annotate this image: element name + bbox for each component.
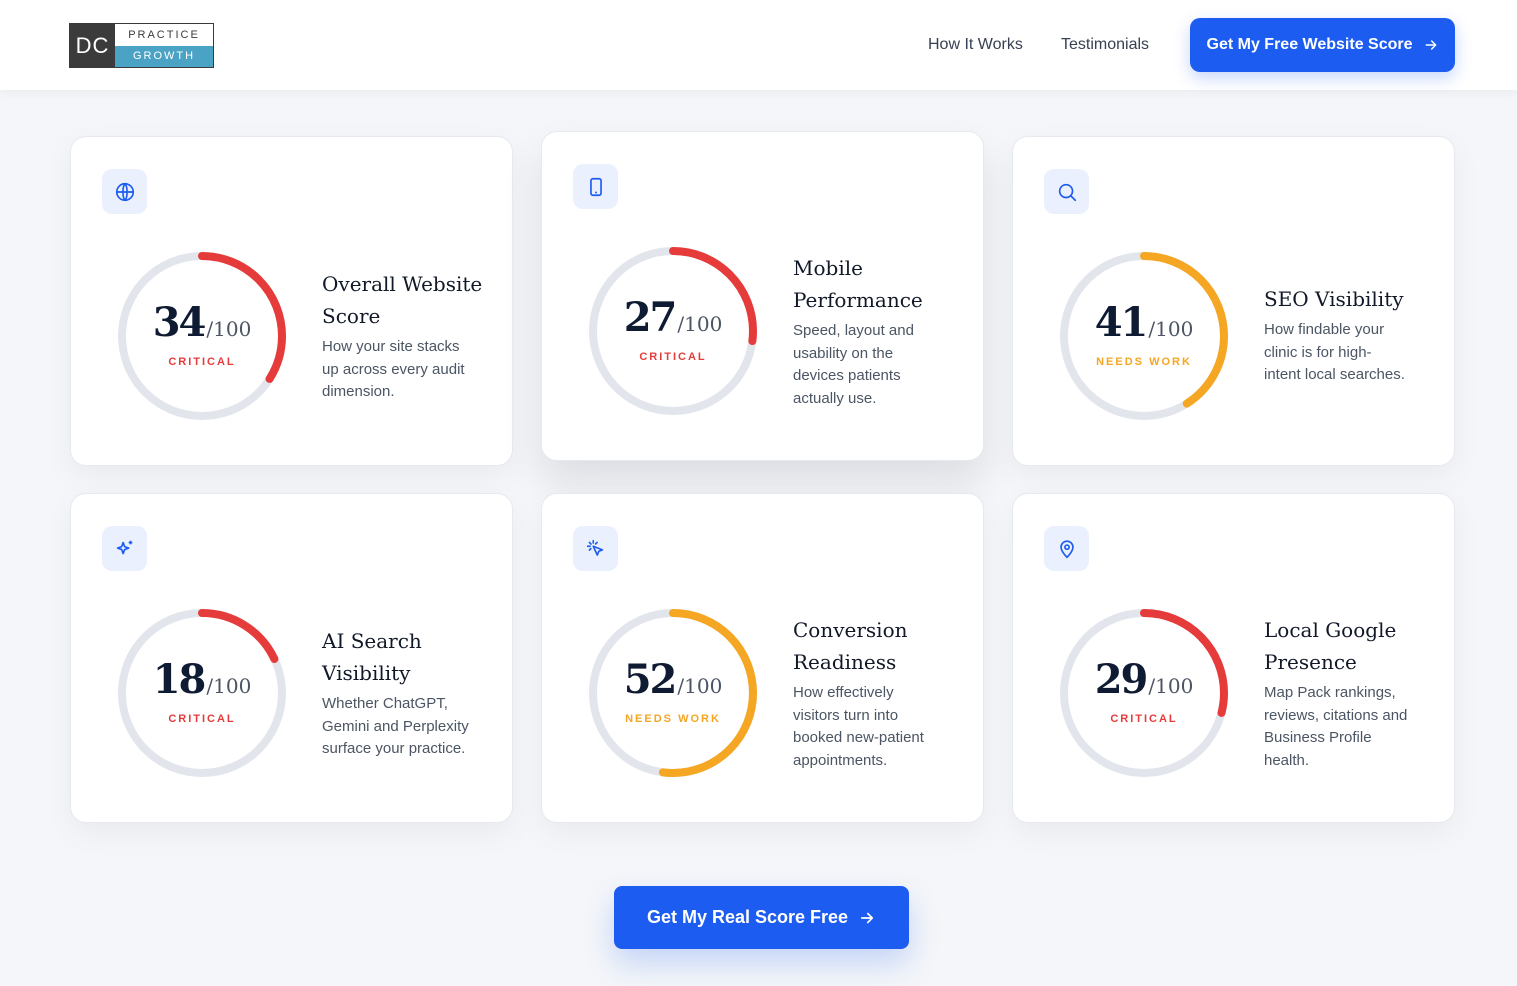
score-max: /100 xyxy=(1148,673,1194,698)
score-arc xyxy=(1060,252,1228,420)
card-title-line-2: Presence xyxy=(1264,650,1357,674)
card-description: How findable your clinic is for high-inte… xyxy=(1264,321,1405,383)
card-text: Local Google Presence Map Pack rankings,… xyxy=(1264,614,1434,772)
nav-testimonials[interactable]: Testimonials xyxy=(1061,36,1150,53)
card-description: Whether ChatGPT, Gemini and Perplexity sur… xyxy=(322,695,469,757)
score-arc xyxy=(118,609,286,777)
card-title-line-1: Local Google xyxy=(1264,618,1397,642)
score-value: 29 xyxy=(1094,655,1149,703)
card-text: AI Search Visibility Whether ChatGPT, Gem… xyxy=(322,625,492,761)
score-card-conversion: 52/100 NEEDS WORK Conversion Readiness H… xyxy=(541,493,984,823)
score-max: /100 xyxy=(677,311,723,336)
mobile-icon xyxy=(573,164,618,209)
score-max: /100 xyxy=(677,673,723,698)
site-header: DC PRACTICE GROWTH How It Works Testimon… xyxy=(0,0,1517,90)
map-pin-icon xyxy=(1044,526,1089,571)
card-title-line-2: Visibility xyxy=(322,661,411,685)
sparkles-icon xyxy=(102,526,147,571)
search-icon xyxy=(1044,169,1089,214)
score-arc xyxy=(118,252,286,420)
score-value: 27 xyxy=(623,293,678,341)
score-card-overall: 34/100 CRITICAL Overall Website Score Ho… xyxy=(70,136,513,466)
status-label: NEEDS WORK xyxy=(1096,355,1192,368)
score-ring: 41/100 NEEDS WORK xyxy=(1056,248,1232,424)
card-title-line-1: AI Search xyxy=(322,629,422,653)
score-value: 41 xyxy=(1094,298,1149,346)
card-text: Conversion Readiness How effectively visi… xyxy=(793,614,963,772)
arrow-right-icon xyxy=(860,912,874,923)
card-text: Mobile Performance Speed, layout and usab… xyxy=(793,252,963,410)
card-title-line-1: Mobile xyxy=(793,256,863,280)
get-real-score-button[interactable]: Get My Real Score Free xyxy=(614,886,909,949)
logo-top-text: PRACTICE xyxy=(115,24,213,46)
logo-mark: DC xyxy=(70,24,115,67)
card-title-line-2: Score xyxy=(322,304,381,328)
score-ring: 34/100 CRITICAL xyxy=(114,248,290,424)
score-card-ai-search: 18/100 CRITICAL AI Search Visibility Whe… xyxy=(70,493,513,823)
score-card-mobile: 27/100 CRITICAL Mobile Performance Speed… xyxy=(541,131,984,461)
logo[interactable]: DC PRACTICE GROWTH xyxy=(69,23,214,68)
status-label: CRITICAL xyxy=(639,350,707,363)
logo-wordmark: PRACTICE GROWTH xyxy=(115,24,213,67)
card-description: How your site stacks up across every audi… xyxy=(322,338,465,400)
score-ring: 27/100 CRITICAL xyxy=(585,243,761,419)
score-max: /100 xyxy=(1148,316,1194,341)
status-label: CRITICAL xyxy=(168,355,236,368)
score-card-seo: 41/100 NEEDS WORK SEO Visibility How fin… xyxy=(1012,136,1455,466)
score-card-local-google: 29/100 CRITICAL Local Google Presence Ma… xyxy=(1012,493,1455,823)
card-title-line-1: Overall Website xyxy=(322,272,483,296)
get-free-score-label: Get My Free Website Score xyxy=(1206,36,1413,53)
cursor-click-icon xyxy=(573,526,618,571)
card-title-line-1: Conversion xyxy=(793,618,908,642)
nav-how-it-works[interactable]: How It Works xyxy=(928,36,1023,53)
card-title-line-2: Readiness xyxy=(793,650,897,674)
score-max: /100 xyxy=(206,316,252,341)
score-value: 34 xyxy=(152,298,207,346)
logo-bottom-text: GROWTH xyxy=(115,45,213,67)
score-ring: 29/100 CRITICAL xyxy=(1056,605,1232,781)
card-title-line-2: Performance xyxy=(793,288,923,312)
card-text: Overall Website Score How your site stac… xyxy=(322,268,492,404)
get-real-score-label: Get My Real Score Free xyxy=(646,907,849,927)
card-description: How effectively visitors turn into booked … xyxy=(793,684,924,769)
score-max: /100 xyxy=(206,673,252,698)
card-text: SEO Visibility How findable your clinic i… xyxy=(1264,283,1434,387)
status-label: CRITICAL xyxy=(168,712,236,725)
get-free-score-button[interactable]: Get My Free Website Score xyxy=(1190,18,1455,72)
arrow-right-icon xyxy=(1425,40,1436,50)
globe-icon xyxy=(102,169,147,214)
score-value: 52 xyxy=(623,655,678,703)
score-ring: 52/100 NEEDS WORK xyxy=(585,605,761,781)
card-description: Speed, layout and usability on the devices… xyxy=(793,322,914,407)
status-label: NEEDS WORK xyxy=(625,712,721,725)
status-label: CRITICAL xyxy=(1110,712,1178,725)
score-ring: 18/100 CRITICAL xyxy=(114,605,290,781)
card-title-line-1: SEO Visibility xyxy=(1264,287,1404,311)
card-description: Map Pack rankings, reviews, citations and… xyxy=(1264,684,1408,769)
score-arc xyxy=(1060,609,1228,777)
score-value: 18 xyxy=(152,655,207,703)
score-arc xyxy=(589,247,757,415)
score-arc xyxy=(589,609,757,777)
